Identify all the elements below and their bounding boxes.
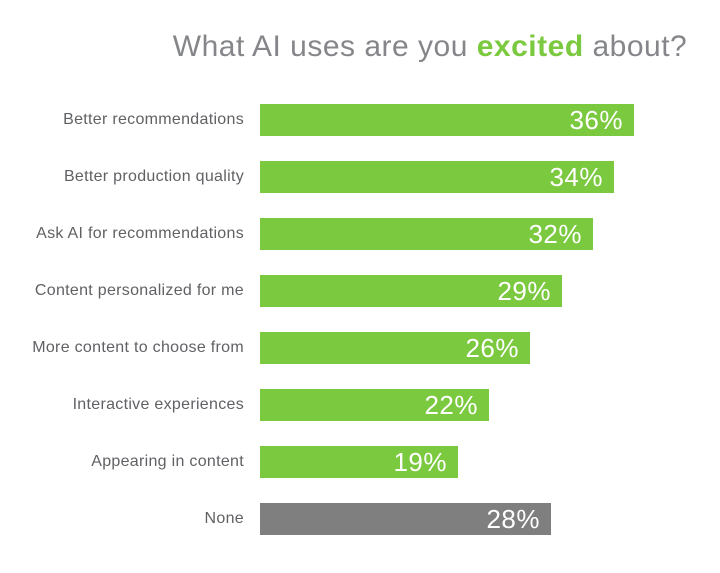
bar: 26% [260,332,530,364]
bar: 29% [260,275,562,307]
bar-track: 34% [260,161,720,193]
category-label: Better production quality [63,168,244,185]
chart-row: None 28% [0,503,720,535]
value-label: 29% [497,275,551,306]
category-label: Appearing in content [91,453,244,470]
value-label: 19% [393,446,447,477]
bar-track: 28% [260,503,720,535]
bar: 28% [260,503,551,535]
chart-row: Better recommendations 36% [0,104,720,136]
chart-row: Content personalized for me 29% [0,275,720,307]
bar: 22% [260,389,489,421]
bar: 32% [260,218,593,250]
category-label: More content to choose from [32,339,244,356]
bar-track: 26% [260,332,720,364]
chart-row: More content to choose from 26% [0,332,720,364]
value-label: 22% [424,389,478,420]
bar-track: 32% [260,218,720,250]
chart-title-prefix: What AI uses are you [172,30,477,63]
value-label: 34% [549,161,603,192]
bar: 19% [260,446,458,478]
chart-row: Ask AI for recommendations 32% [0,218,720,250]
category-label: Content personalized for me [34,282,244,299]
chart-row: Better production quality 34% [0,161,720,193]
chart-title-suffix: about? [583,30,688,63]
category-label: Interactive experiences [72,396,244,413]
category-label: Better recommendations [63,111,244,128]
value-label: 32% [528,218,582,249]
category-label: None [204,510,244,527]
value-label: 28% [486,503,540,534]
bar: 34% [260,161,614,193]
value-label: 26% [465,332,519,363]
category-label: Ask AI for recommendations [36,225,244,242]
bar-chart: Better recommendations 36% Better produc… [0,104,720,535]
chart-title: What AI uses are you excited about? [0,0,710,74]
bar-track: 36% [260,104,720,136]
value-label: 36% [569,104,623,135]
bar-track: 19% [260,446,720,478]
bar: 36% [260,104,634,136]
chart-title-highlight: excited [476,30,584,63]
bar-track: 22% [260,389,720,421]
chart-row: Appearing in content 19% [0,446,720,478]
bar-track: 29% [260,275,720,307]
chart-row: Interactive experiences 22% [0,389,720,421]
